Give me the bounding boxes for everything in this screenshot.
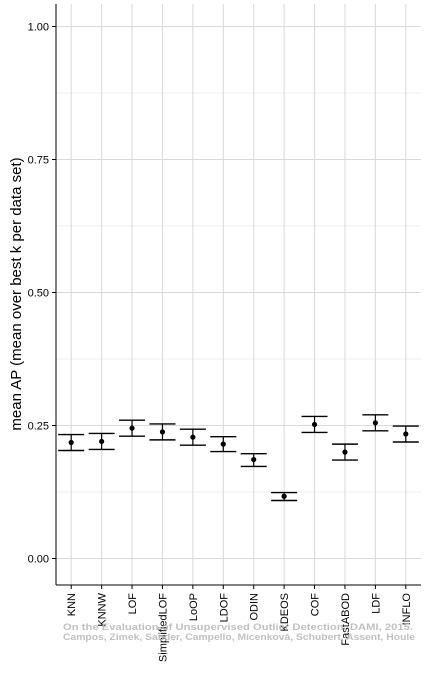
x-tick-label: LOF [127,593,139,615]
data-point [342,449,348,455]
y-tick-label: 1.00 [28,22,49,34]
x-tick-label: ODIN [249,593,261,621]
data-point [190,434,196,440]
y-tick-label: 0.75 [28,155,49,167]
x-tick-label: LDOF [218,593,230,623]
grid-layer [56,4,421,585]
watermark-line-1: On the Evaluation of Unsupervised Outlie… [63,622,413,632]
data-point [372,420,378,426]
x-tick-label: LoOP [188,593,200,621]
x-tick-label: KNNW [97,592,109,626]
x-tick-label: FastABOD [340,593,352,646]
marks-layer [58,414,419,502]
x-tick-label: KNN [66,593,78,616]
y-axis-label: mean AP (mean over best k per data set) [8,157,25,430]
data-point [281,493,287,499]
data-point [129,425,135,431]
y-tick-label: 0.00 [28,554,49,566]
data-point [99,438,105,445]
y-tick-label: 0.25 [28,421,49,433]
x-tick-label: SimplifiedLOF [157,593,169,662]
data-point [251,456,257,463]
data-point [159,429,166,435]
x-tick-label: LDF [370,593,382,614]
data-point [220,441,226,447]
watermark-line-2: Campos, Zimek, Sander, Campello, Micenko… [63,632,415,642]
x-tick-label: INFLO [401,593,413,626]
x-tick-label: KDEOS [279,593,291,632]
axis-layer: 0.00 0.25 0.50 0.75 1.00 KNN KNNW LOF Simplified… [28,4,421,662]
data-point [311,421,318,428]
watermark: On the Evaluation of Unsupervised Outlie… [63,622,415,642]
data-point [403,431,409,437]
x-tick-label: COF [310,593,322,617]
y-tick-label: 0.50 [28,288,49,300]
data-point [68,439,74,446]
